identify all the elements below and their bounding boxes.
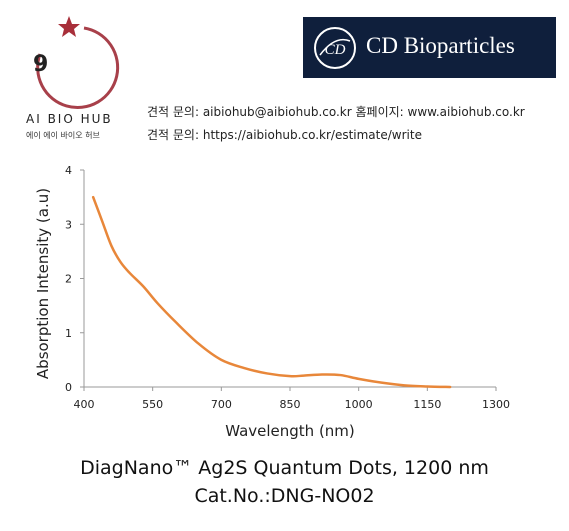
cd-emblem-icon: CD — [314, 27, 356, 69]
star-icon — [58, 16, 80, 37]
x-tick-label: 1000 — [345, 398, 373, 411]
logo-subtitle: 에이 에이 바이오 허브 — [26, 131, 100, 140]
contact-email-homepage: 견적 문의: aibiohub@aibiohub.co.kr 홈페이지: www… — [147, 105, 525, 119]
logo-number: 9 — [33, 52, 49, 77]
x-tick-label: 850 — [280, 398, 301, 411]
brand-emblem-text: CD — [325, 42, 346, 58]
y-tick-label: 0 — [65, 381, 72, 394]
x-tick-label: 1150 — [413, 398, 441, 411]
chart-axes — [83, 170, 496, 388]
y-tick-label: 3 — [65, 218, 72, 231]
logo-ring — [36, 26, 120, 109]
y-tick-label: 1 — [65, 327, 72, 340]
y-axis-label: Absorption Intensity (a.u) — [34, 188, 52, 379]
chart-series — [91, 195, 452, 389]
absorption-chart: 400 550 700 850 1000 1150 1300 0 1 2 3 4 Absorption… — [34, 164, 510, 440]
x-axis-label: Wavelength (nm) — [225, 422, 355, 440]
y-tick-label: 2 — [65, 273, 72, 286]
brand-banner — [303, 17, 556, 78]
x-tick-label: 550 — [142, 398, 163, 411]
x-tick-label: 700 — [211, 398, 232, 411]
logo-name: AI BIO HUB — [26, 112, 113, 126]
contact-estimate-link: 견적 문의: https://aibiohub.co.kr/estimate/w… — [147, 128, 422, 142]
x-tick-label: 400 — [74, 398, 95, 411]
ai-bio-hub-logo — [36, 16, 120, 109]
product-title: DiagNano™ Ag2S Quantum Dots, 1200 nm — [80, 457, 489, 479]
chart-ticks: 400 550 700 850 1000 1150 1300 0 1 2 3 4 — [65, 164, 510, 411]
absorption-series-line — [91, 195, 452, 389]
y-tick-label: 4 — [65, 164, 72, 177]
x-tick-label: 1300 — [482, 398, 510, 411]
brand-name: CD Bioparticles — [366, 33, 515, 58]
catalog-number: Cat.No.:DNG-NO02 — [194, 485, 375, 507]
